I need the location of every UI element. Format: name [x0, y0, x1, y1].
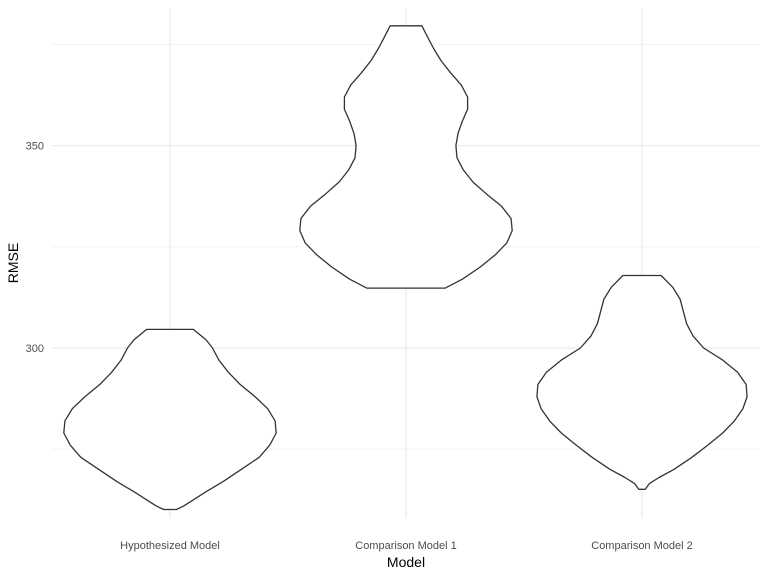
violins	[63, 25, 748, 511]
x-tick-label: Comparison Model 2	[591, 540, 693, 552]
y-tick-label: 300	[26, 343, 44, 355]
violin-3	[536, 274, 748, 490]
violin-1	[63, 328, 277, 511]
y-tick-label: 350	[26, 141, 44, 153]
x-tick-label: Comparison Model 1	[355, 540, 457, 552]
y-axis-title: RMSE	[5, 243, 21, 283]
violin-2	[299, 25, 513, 289]
tick-labels: 300 350 Hypothesized Model Comparison Model…	[26, 141, 693, 552]
x-axis-title: Model	[387, 554, 425, 570]
x-tick-label: Hypothesized Model	[120, 540, 220, 552]
